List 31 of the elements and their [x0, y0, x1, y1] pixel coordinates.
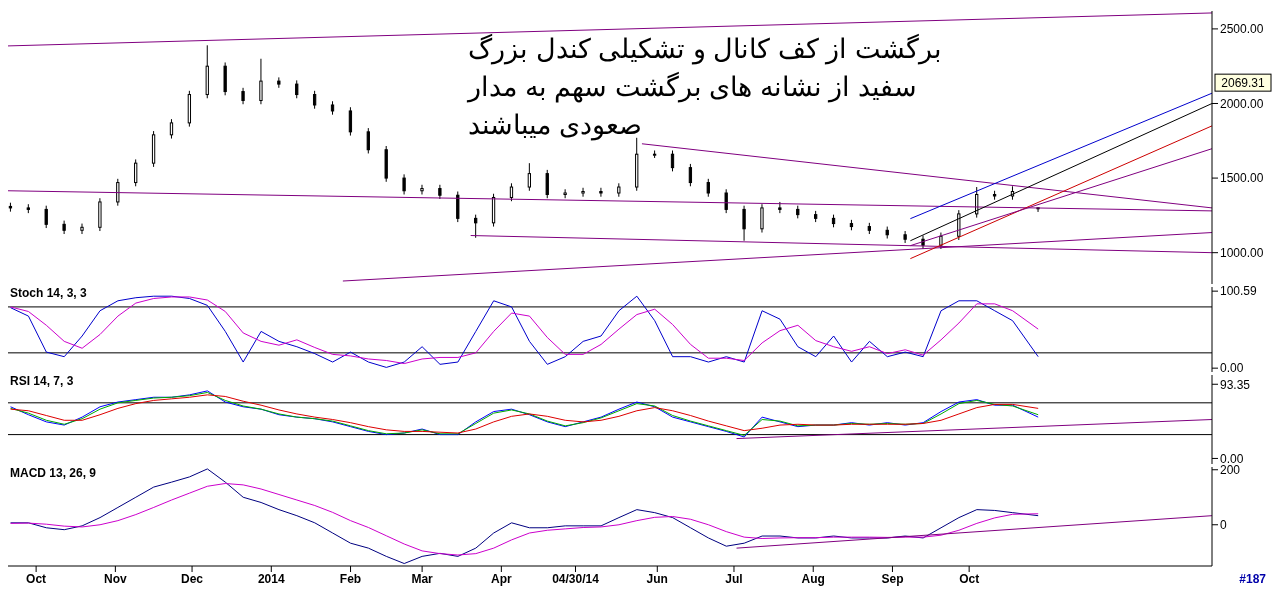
x-tick-label: 04/30/14 [552, 571, 600, 586]
annotation: برگشت از کف کانال و تشکیلی کندل بزرگ [468, 33, 943, 67]
chart-title: Stoch 14, 3, 3 [10, 286, 87, 300]
y-tick-label: 0.00 [1220, 361, 1244, 376]
y-tick-label: 100.59 [1220, 284, 1258, 299]
x-tick-label: Nov [104, 571, 128, 586]
chart-title: RSI 14, 7, 3 [10, 374, 74, 388]
x-tick-label: Sep [881, 571, 904, 586]
text: #187 [1239, 572, 1266, 586]
y-tick-label: 0.00 [1220, 451, 1244, 466]
x-tick-label: Dec [181, 571, 204, 586]
annotation: 2069.31 [1221, 76, 1266, 91]
x-tick-label: Feb [339, 571, 362, 586]
annotation: صعودی میباشند [468, 109, 643, 143]
x-tick-label: Jul [725, 571, 743, 586]
y-tick-label: 1500.00 [1220, 171, 1264, 186]
x-tick-label: Oct [26, 571, 47, 586]
annotation: سفید از نشانه های برگشت سهم به مدار [468, 71, 918, 105]
x-tick-label: 2014 [257, 571, 285, 586]
y-tick-label: 1000.00 [1220, 245, 1264, 260]
y-tick-label: 0 [1220, 518, 1227, 533]
chart-title: MACD 13, 26, 9 [10, 466, 97, 480]
y-tick-label: 2000.00 [1220, 96, 1264, 111]
y-tick-label: 200 [1220, 463, 1241, 478]
x-tick-label: Oct [959, 571, 980, 586]
y-tick-label: 93.35 [1220, 377, 1251, 392]
x-tick-label: Jun [646, 571, 668, 586]
x-tick-label: Mar [411, 571, 434, 586]
x-tick-label: Apr [491, 571, 513, 586]
x-tick-label: Aug [801, 571, 825, 586]
y-tick-label: 2500.00 [1220, 22, 1264, 37]
